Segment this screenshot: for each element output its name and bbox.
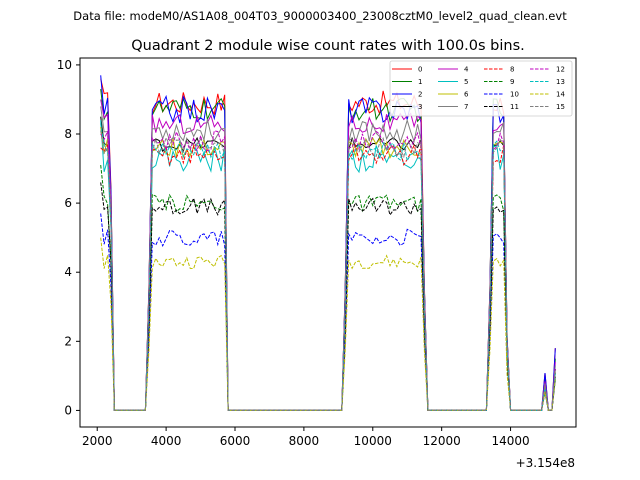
suptitle: Data file: modeM0/AS1A08_004T03_90000034…: [73, 9, 567, 23]
legend-label: 8: [510, 66, 514, 74]
y-axis: 0 2 4 6 8 10: [57, 58, 80, 417]
x-offset-label: +3.154e8: [516, 456, 575, 470]
x-tick-label: 12000: [423, 434, 461, 448]
legend-label: 15: [556, 103, 565, 111]
legend-label: 5: [464, 78, 468, 86]
y-tick-label: 0: [64, 403, 72, 417]
legend-box: [389, 60, 573, 117]
legend-label: 1: [418, 78, 422, 86]
series-line-15: [100, 130, 556, 411]
x-tick-label: 8000: [289, 434, 320, 448]
legend-label: 14: [556, 91, 565, 99]
x-tick-label: 2000: [82, 434, 113, 448]
legend-label: 10: [510, 91, 519, 99]
chart-title: Quadrant 2 module wise count rates with …: [131, 38, 525, 54]
legend-label: 7: [464, 103, 468, 111]
series-layer: [100, 75, 556, 411]
x-tick-label: 14000: [491, 434, 529, 448]
legend-label: 11: [510, 103, 519, 111]
x-tick-label: 10000: [354, 434, 392, 448]
y-tick-label: 10: [57, 58, 72, 72]
y-tick-label: 6: [64, 196, 72, 210]
legend-label: 9: [510, 78, 514, 86]
x-tick-label: 4000: [151, 434, 182, 448]
x-tick-label: 6000: [220, 434, 251, 448]
y-tick-label: 8: [64, 127, 72, 141]
plot-frame: [79, 57, 577, 428]
legend-label: 3: [418, 103, 422, 111]
legend-label: 4: [464, 66, 469, 74]
legend-label: 2: [418, 91, 422, 99]
y-tick-label: 4: [64, 265, 72, 279]
legend-label: 0: [418, 66, 422, 74]
legend-label: 12: [556, 66, 565, 74]
y-tick-label: 2: [64, 334, 72, 348]
x-axis: 2000 4000 6000 8000 10000 12000 14000: [82, 427, 530, 448]
legend-label: 6: [464, 91, 469, 99]
legend-label: 13: [556, 78, 565, 86]
